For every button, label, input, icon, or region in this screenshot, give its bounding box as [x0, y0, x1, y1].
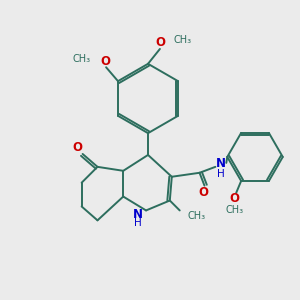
Text: N: N	[216, 158, 226, 170]
Text: CH₃: CH₃	[72, 54, 90, 64]
Text: O: O	[199, 186, 208, 199]
Text: O: O	[73, 140, 83, 154]
Text: CH₃: CH₃	[188, 212, 206, 221]
Text: N: N	[133, 208, 143, 221]
Text: O: O	[155, 35, 165, 49]
Text: O: O	[100, 55, 110, 68]
Text: CH₃: CH₃	[225, 205, 243, 215]
Text: CH₃: CH₃	[174, 35, 192, 45]
Text: H: H	[134, 218, 142, 228]
Text: H: H	[218, 169, 225, 179]
Text: O: O	[229, 192, 239, 205]
